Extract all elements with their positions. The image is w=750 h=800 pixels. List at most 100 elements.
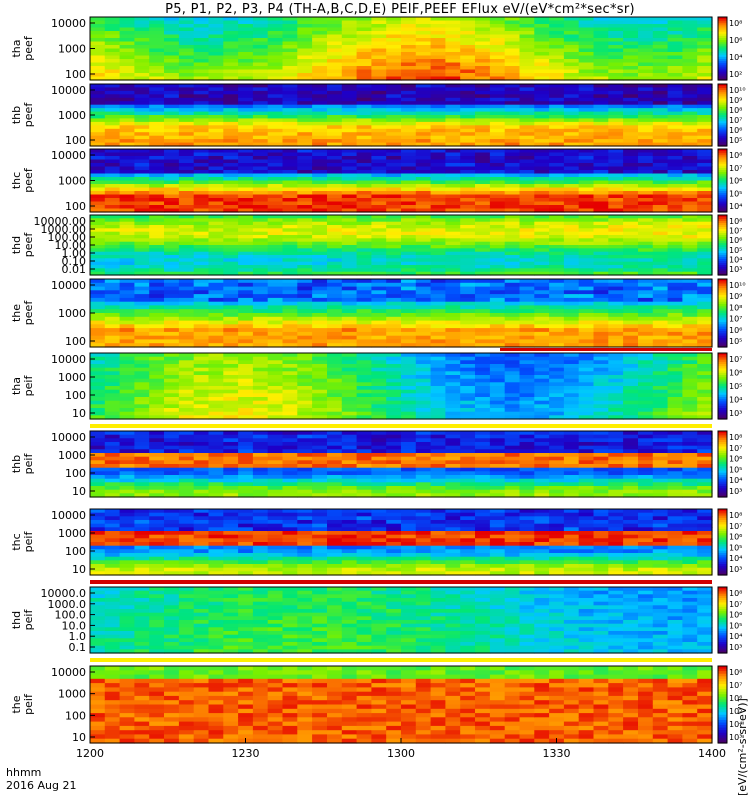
spectrogram-cell [460, 339, 476, 344]
colorbar-segment [718, 344, 727, 348]
spectrogram-cell [282, 305, 298, 310]
spectrogram-cell [341, 149, 358, 154]
spectrogram-cell [371, 343, 387, 348]
spectrogram-cell [623, 156, 639, 161]
spectrogram-cell [593, 215, 609, 219]
spectrogram-cell [371, 228, 387, 233]
spectrogram-cell [563, 343, 580, 348]
spectrogram-cell [534, 41, 550, 46]
spectrogram-cell [460, 24, 476, 29]
spectrogram-cell [475, 170, 491, 175]
spectrogram-cell [282, 271, 298, 276]
spectrogram-cell [445, 69, 461, 74]
spectrogram-cell [445, 48, 461, 53]
spectrogram-cell [134, 62, 150, 67]
spectrogram-cell [623, 108, 639, 113]
spectrogram-cell [460, 371, 476, 376]
spectrogram-cell [208, 431, 224, 436]
spectrogram-cell [460, 20, 476, 25]
spectrogram-cell [193, 251, 210, 256]
spectrogram-cell [149, 375, 165, 380]
spectrogram-cell [164, 104, 180, 109]
spectrogram-cell [608, 245, 624, 249]
spectrogram-cell [460, 221, 476, 226]
spectrogram-cell [238, 367, 254, 372]
spectrogram-cell [475, 360, 491, 365]
spectrogram-cell [667, 125, 683, 130]
spectrogram-cell [371, 38, 387, 43]
spectrogram-cell [119, 445, 135, 450]
spectrogram-cell [608, 38, 624, 43]
spectrogram-cell [623, 279, 639, 284]
spectrogram-cell [697, 265, 713, 269]
spectrogram-cell [504, 353, 521, 358]
spectrogram-cell [178, 360, 195, 365]
spectrogram-cell [267, 159, 284, 164]
spectrogram-cell [223, 404, 239, 409]
spectrogram-cell [489, 268, 506, 273]
spectrogram-cell [193, 467, 210, 472]
spectrogram-cell [430, 173, 446, 178]
spectrogram-cell [578, 201, 595, 206]
spectrogram-cell [356, 400, 372, 405]
spectrogram-cell [504, 282, 521, 288]
spectrogram-cell [578, 382, 595, 387]
spectrogram-cell [371, 62, 387, 67]
spectrogram-cell [638, 313, 654, 318]
spectrogram-cell [504, 104, 521, 109]
spectrogram-cell [178, 69, 195, 74]
spectrogram-cell [208, 248, 224, 253]
spectrogram-cell [415, 400, 432, 405]
spectrogram-cell [297, 139, 313, 144]
spectrogram-cell [282, 62, 298, 67]
spectrogram-cell [667, 313, 683, 318]
spectrogram-cell [475, 69, 491, 74]
spectrogram-cell [327, 364, 343, 369]
spectrogram-cell [401, 34, 417, 39]
spectrogram-cell [593, 90, 609, 95]
spectrogram-cell [178, 48, 195, 53]
spectrogram-cell [638, 335, 654, 341]
spectrogram-cell [341, 411, 358, 416]
spectrogram-cell [149, 309, 165, 314]
spectrogram-cell [534, 27, 550, 32]
spectrogram-cell [519, 121, 535, 126]
spectrogram-cell [356, 261, 372, 266]
spectrogram-cell [356, 286, 372, 291]
spectrogram-cell [593, 400, 609, 405]
spectrogram-cell [223, 400, 239, 405]
spectrogram-cell [563, 34, 580, 39]
panel-product-label: peef [22, 232, 35, 258]
spectrogram-cell [652, 101, 669, 106]
spectrogram-cell [519, 24, 535, 29]
spectrogram-cell [697, 415, 713, 420]
spectrogram-cell [386, 335, 402, 341]
spectrogram-cell [415, 132, 432, 137]
spectrogram-cell [386, 324, 402, 329]
spectrogram-cell [475, 87, 491, 92]
spectrogram-cell [104, 20, 121, 25]
spectrogram-cell [563, 251, 580, 256]
spectrogram-cell [460, 149, 476, 154]
spectrogram-cell [682, 261, 698, 266]
spectrogram-cell [104, 438, 121, 443]
spectrogram-cell [534, 411, 550, 416]
spectrogram-cell [623, 38, 639, 43]
spectrogram-cell [652, 187, 669, 192]
spectrogram-cell [667, 231, 683, 236]
spectrogram-cell [623, 313, 639, 318]
spectrogram-cell [608, 241, 624, 246]
spectrogram-cell [504, 208, 521, 213]
spectrogram-cell [208, 286, 224, 291]
spectrogram-cell [519, 69, 535, 74]
spectrogram-cell [652, 331, 669, 337]
spectrogram-cell [608, 228, 624, 233]
spectrogram-cell [371, 128, 387, 133]
spectrogram-cell [193, 378, 210, 383]
colorbar-segment [718, 223, 727, 226]
spectrogram-cell [415, 31, 432, 36]
spectrogram-cell [238, 156, 254, 161]
spectrogram-cell [90, 163, 106, 168]
spectrogram-cell [608, 132, 624, 137]
spectrogram-cell [208, 389, 224, 394]
